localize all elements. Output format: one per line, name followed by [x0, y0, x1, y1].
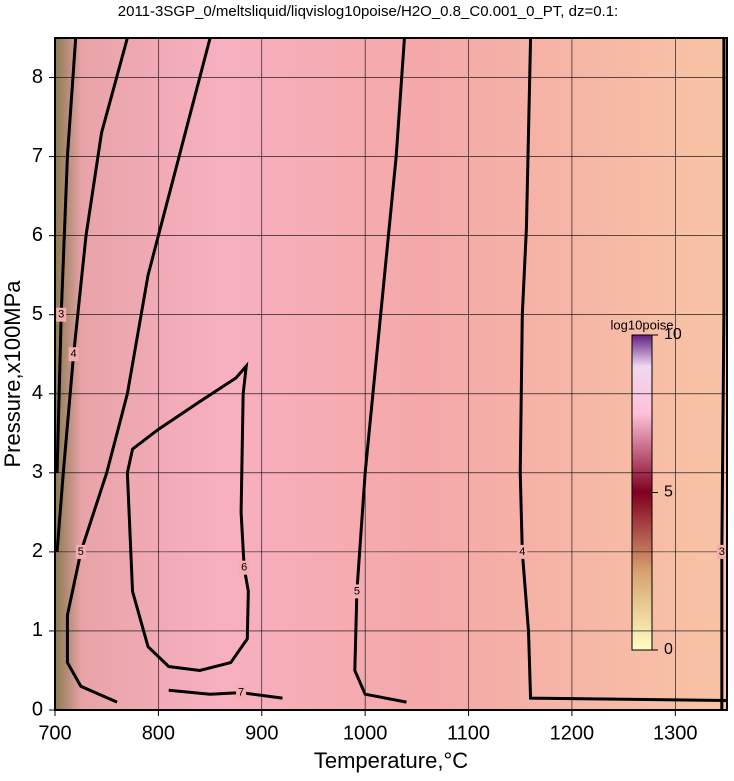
contour-label: 4: [519, 546, 525, 558]
y-tick-label: 1: [32, 619, 43, 641]
x-axis-label: Temperature,°C: [314, 748, 468, 773]
colorbar-tick-label: 10: [664, 326, 682, 343]
y-tick-label: 5: [32, 303, 43, 325]
contour-label: 5: [78, 546, 84, 558]
colorbar: [631, 334, 653, 651]
y-tick-label: 3: [32, 461, 43, 483]
colorbar-label: log10poise: [611, 317, 674, 332]
y-tick-label: 0: [32, 698, 43, 720]
colorbar-tick-label: 5: [664, 484, 673, 501]
contour-label: 7: [238, 687, 244, 699]
contour-label-bg: [75, 544, 86, 559]
y-tick-label: 6: [32, 224, 43, 246]
plot-frame: [54, 37, 728, 711]
contour-line: [518, 37, 728, 703]
y-tick-label: 4: [32, 382, 43, 404]
plot-background: [55, 38, 727, 710]
y-axis-label: Pressure,x100MPa: [0, 280, 25, 468]
colorbar-tick-label: 0: [664, 641, 673, 658]
contour-line: [353, 37, 407, 704]
x-tick-label: 1300: [653, 722, 698, 744]
contour-line: [65, 37, 212, 704]
x-tick-label: 1000: [343, 722, 388, 744]
y-tick-label: 8: [32, 66, 43, 88]
contour-label-bg: [716, 544, 727, 559]
contour-line: [720, 38, 726, 710]
contour-label-bg: [239, 560, 250, 575]
contour-line: [55, 37, 78, 473]
contour-line: [168, 688, 283, 700]
contour-label: 3: [719, 546, 725, 558]
x-tick-label: 1100: [447, 722, 490, 744]
contour-label: 6: [241, 562, 247, 574]
x-tick-label: 900: [245, 722, 278, 744]
y-tick-label: 7: [32, 145, 43, 167]
contour-label-bg: [56, 307, 67, 322]
contour-label-bg: [517, 544, 528, 559]
contour-line: [55, 37, 129, 552]
contour-label: 4: [71, 348, 77, 360]
contour-label-bg: [236, 685, 247, 700]
contour-label-bg: [351, 584, 362, 599]
x-tick-label: 700: [38, 722, 71, 744]
contour-label: 3: [58, 309, 64, 321]
x-tick-label: 800: [142, 722, 175, 744]
chart-title: 2011-3SGP_0/meltsliquid/liqvislog10poise…: [118, 3, 618, 20]
contour-label-bg: [68, 347, 79, 362]
x-tick-label: 1200: [550, 722, 595, 744]
contour-label: 5: [354, 585, 360, 597]
y-tick-label: 2: [32, 540, 43, 562]
